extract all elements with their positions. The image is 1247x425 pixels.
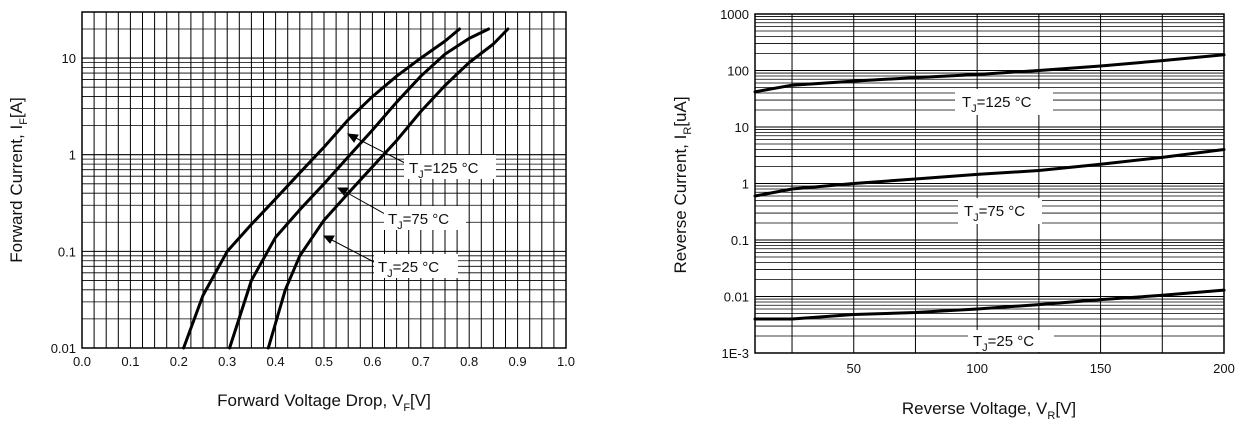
x-tick-label: 0.6 xyxy=(363,354,381,369)
left-annotation-arrows xyxy=(322,133,406,263)
x-tick-label: 0.5 xyxy=(315,354,333,369)
right-annotations: TJ=125 °C TJ=75 °C TJ=25 °C xyxy=(955,89,1054,354)
left-ann-75c: TJ=75 °C xyxy=(388,211,449,232)
reverse-current-chart: 50 100 150 200 1000 100 10 1 0.1 0.01 1E-3 TJ=125… xyxy=(671,7,1235,422)
right-y-tick-labels: 1000 100 10 1 0.1 0.01 1E-3 xyxy=(720,7,749,361)
right-x-axis-label: Reverse Voltage, VR[V] xyxy=(902,399,1076,422)
y-tick-label: 10 xyxy=(62,51,76,66)
x-tick-label: 0.4 xyxy=(267,354,285,369)
arrow-75c xyxy=(341,189,386,215)
right-ann-125c: TJ=125 °C xyxy=(962,94,1032,115)
x-tick-label: 0.7 xyxy=(412,354,430,369)
right-grid xyxy=(755,14,1224,353)
forward-current-chart: 0.0 0.1 0.2 0.3 0.4 0.5 0.6 0.7 0.8 0.9 1.0 0.010.… xyxy=(7,11,575,414)
right-series xyxy=(753,53,1226,321)
series-line-0 xyxy=(182,27,461,350)
y-tick-label: 0.01 xyxy=(724,290,749,305)
series-line-1 xyxy=(753,148,1226,198)
y-tick-label: 100 xyxy=(727,64,749,79)
arrowhead-25c xyxy=(322,235,335,244)
series-line-2 xyxy=(266,27,510,350)
series-line-2 xyxy=(753,288,1226,321)
y-tick-label: 1 xyxy=(69,148,76,163)
right-x-tick-labels: 50 100 150 200 xyxy=(847,361,1235,376)
left-annotations: TJ=125 °C TJ=75 °C TJ=25 °C xyxy=(374,155,496,280)
y-tick-label: 0.1 xyxy=(731,233,749,248)
y-tick-label: 0.01 xyxy=(51,341,76,356)
y-tick-label: 10 xyxy=(735,120,749,135)
x-tick-label: 50 xyxy=(847,361,861,376)
y-tick-label: 1E-3 xyxy=(722,346,749,361)
right-ann-25c: TJ=25 °C xyxy=(973,333,1034,354)
x-tick-label: 200 xyxy=(1213,361,1235,376)
x-tick-label: 0.0 xyxy=(73,354,91,369)
x-tick-label: 150 xyxy=(1090,361,1112,376)
x-tick-label: 0.2 xyxy=(170,354,188,369)
x-tick-label: 0.9 xyxy=(509,354,527,369)
y-tick-label: 0.1 xyxy=(58,244,76,259)
left-grid xyxy=(82,12,566,348)
left-series xyxy=(182,27,510,350)
left-x-axis-label: Forward Voltage Drop, VF[V] xyxy=(217,391,431,414)
right-plot-frame xyxy=(754,13,1225,354)
y-tick-label: 1 xyxy=(742,177,749,192)
arrowhead-125c xyxy=(346,133,359,143)
y-tick-label: 1000 xyxy=(720,7,749,22)
left-ann-25c: TJ=25 °C xyxy=(378,259,439,280)
arrow-125c xyxy=(351,135,406,164)
left-y-tick-labels: 0.01 0.1 1 10 xyxy=(51,51,76,356)
right-ann-75c: TJ=75 °C xyxy=(964,203,1025,224)
arrowhead-75c xyxy=(336,187,349,196)
x-tick-label: 100 xyxy=(966,361,988,376)
series-line-1 xyxy=(228,27,491,350)
arrow-25c xyxy=(327,237,375,263)
series-line-0 xyxy=(753,53,1226,94)
right-y-axis-label: Reverse Current, IR[uA] xyxy=(671,96,694,273)
x-tick-label: 0.1 xyxy=(121,354,139,369)
left-ann-125c: TJ=125 °C xyxy=(409,160,479,181)
left-plot-frame xyxy=(81,11,567,349)
x-tick-label: 0.3 xyxy=(218,354,236,369)
left-y-axis-label: Forward Current, IF[A] xyxy=(7,97,30,262)
x-tick-label: 0.8 xyxy=(460,354,478,369)
x-tick-label: 1.0 xyxy=(557,354,575,369)
left-x-tick-labels: 0.0 0.1 0.2 0.3 0.4 0.5 0.6 0.7 0.8 0.9 1.0 xyxy=(73,354,575,369)
